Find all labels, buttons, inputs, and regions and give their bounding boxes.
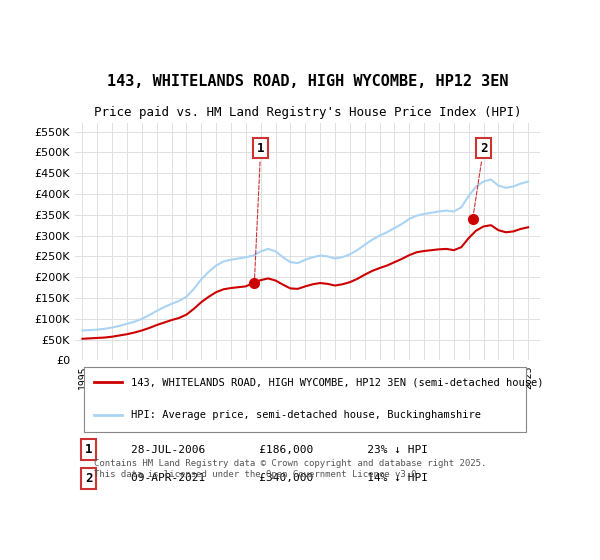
Text: 1: 1 bbox=[254, 142, 265, 280]
Text: 28-JUL-2006        £186,000        23% ↓ HPI: 28-JUL-2006 £186,000 23% ↓ HPI bbox=[131, 445, 428, 455]
Text: 2: 2 bbox=[473, 142, 487, 216]
Text: HPI: Average price, semi-detached house, Buckinghamshire: HPI: Average price, semi-detached house,… bbox=[131, 410, 481, 420]
Text: 143, WHITELANDS ROAD, HIGH WYCOMBE, HP12 3EN (semi-detached house): 143, WHITELANDS ROAD, HIGH WYCOMBE, HP12… bbox=[131, 377, 544, 387]
Text: 143, WHITELANDS ROAD, HIGH WYCOMBE, HP12 3EN: 143, WHITELANDS ROAD, HIGH WYCOMBE, HP12… bbox=[107, 74, 508, 88]
Text: 1: 1 bbox=[85, 443, 93, 456]
Text: Contains HM Land Registry data © Crown copyright and database right 2025.
This d: Contains HM Land Registry data © Crown c… bbox=[94, 459, 486, 479]
FancyBboxPatch shape bbox=[84, 367, 526, 432]
Text: Price paid vs. HM Land Registry's House Price Index (HPI): Price paid vs. HM Land Registry's House … bbox=[94, 105, 521, 119]
Text: 2: 2 bbox=[85, 472, 93, 485]
Text: 09-APR-2021        £340,000        14% ↓ HPI: 09-APR-2021 £340,000 14% ↓ HPI bbox=[131, 473, 428, 483]
